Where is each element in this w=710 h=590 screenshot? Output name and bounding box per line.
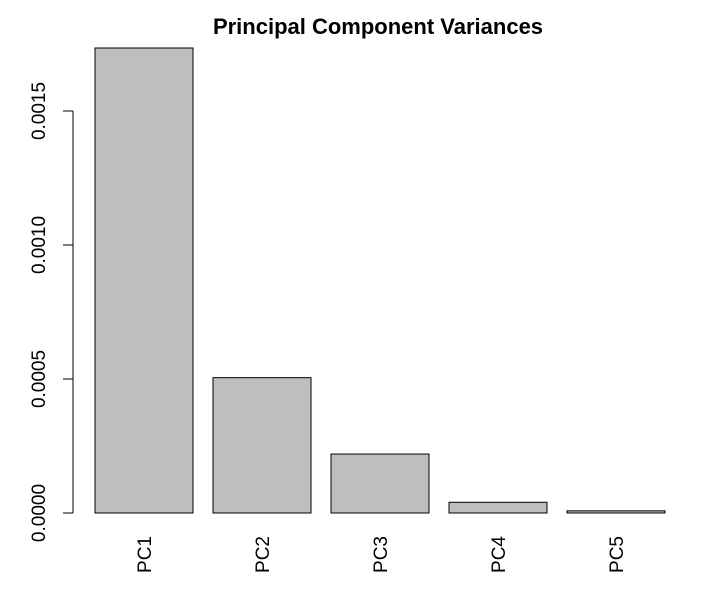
y-tick-label: 0.0010 (29, 216, 50, 274)
y-axis: 0.0000 0.0005 0.0010 0.0015 (29, 82, 74, 542)
y-tick-label: 0.0015 (29, 82, 50, 140)
bar-pc4 (448, 501, 548, 514)
x-category-label: PC5 (607, 536, 628, 573)
bar-pc5 (566, 510, 666, 514)
bars (94, 47, 666, 514)
x-category-label: PC3 (371, 536, 392, 573)
bar-pc3 (330, 453, 430, 514)
y-tick-label: 0.0005 (29, 350, 50, 408)
x-category-label: PC1 (135, 536, 156, 573)
bar-pc2 (212, 377, 312, 514)
x-category-label: PC2 (253, 536, 274, 573)
chart-title: Principal Component Variances (213, 14, 543, 39)
y-tick-label: 0.0000 (29, 484, 50, 542)
bar-pc1 (94, 47, 194, 514)
x-axis-labels: PC1 PC2 PC3 PC4 PC5 (135, 536, 628, 573)
x-category-label: PC4 (489, 536, 510, 573)
